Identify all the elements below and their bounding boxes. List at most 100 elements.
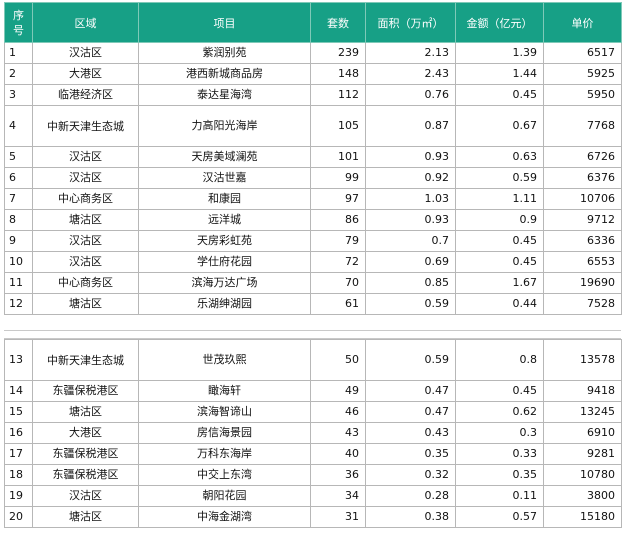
row-amount-cell: 0.3 — [455, 422, 544, 444]
table-row: 1 汉沽区 紫润别苑 239 2.13 1.39 6517 — [4, 42, 622, 64]
row-seq-cell: 18 — [4, 464, 33, 486]
row-district-cell: 汉沽区 — [32, 230, 139, 252]
row-price-cell: 6336 — [543, 230, 622, 252]
row-area-cell: 0.32 — [365, 464, 456, 486]
row-area-cell: 1.03 — [365, 188, 456, 210]
row-district-cell: 中心商务区 — [32, 272, 139, 294]
row-area-cell: 0.47 — [365, 401, 456, 423]
row-price-cell: 15180 — [543, 506, 622, 528]
row-project-cell: 学仕府花园 — [138, 251, 311, 273]
table-row: 6 汉沽区 汉沽世嘉 99 0.92 0.59 6376 — [4, 167, 622, 189]
row-amount-cell: 0.33 — [455, 443, 544, 465]
row-area-cell: 0.47 — [365, 380, 456, 402]
row-count-cell: 36 — [310, 464, 366, 486]
row-area-cell: 0.93 — [365, 209, 456, 231]
row-seq-cell: 6 — [4, 167, 33, 189]
row-project-cell: 和康园 — [138, 188, 311, 210]
table-row: 7 中心商务区 和康园 97 1.03 1.11 10706 — [4, 188, 622, 210]
table-row: 5 汉沽区 天房美域澜苑 101 0.93 0.63 6726 — [4, 146, 622, 168]
header-count: 套数 — [310, 2, 366, 43]
row-amount-cell: 0.45 — [455, 84, 544, 106]
row-seq-cell: 15 — [4, 401, 33, 423]
row-count-cell: 46 — [310, 401, 366, 423]
table-row: 15 塘沽区 滨海智谛山 46 0.47 0.62 13245 — [4, 401, 622, 423]
row-project-cell: 天房美域澜苑 — [138, 146, 311, 168]
row-seq-cell: 19 — [4, 485, 33, 507]
row-amount-cell: 0.45 — [455, 230, 544, 252]
row-project-cell: 力高阳光海岸 — [138, 105, 311, 147]
row-amount-cell: 0.45 — [455, 251, 544, 273]
row-amount-cell: 0.59 — [455, 167, 544, 189]
row-price-cell: 6376 — [543, 167, 622, 189]
row-amount-cell: 1.11 — [455, 188, 544, 210]
row-area-cell: 0.43 — [365, 422, 456, 444]
row-area-cell: 2.13 — [365, 42, 456, 64]
row-seq-cell: 10 — [4, 251, 33, 273]
row-count-cell: 72 — [310, 251, 366, 273]
row-count-cell: 34 — [310, 485, 366, 507]
row-district-cell: 东疆保税港区 — [32, 464, 139, 486]
row-amount-cell: 0.45 — [455, 380, 544, 402]
row-price-cell: 10780 — [543, 464, 622, 486]
row-amount-cell: 0.62 — [455, 401, 544, 423]
table-row: 14 东疆保税港区 瞰海轩 49 0.47 0.45 9418 — [4, 380, 622, 402]
row-count-cell: 40 — [310, 443, 366, 465]
row-price-cell: 6553 — [543, 251, 622, 273]
row-seq-cell: 9 — [4, 230, 33, 252]
row-project-cell: 泰达星海湾 — [138, 84, 311, 106]
row-area-cell: 2.43 — [365, 63, 456, 85]
row-seq-cell: 5 — [4, 146, 33, 168]
row-price-cell: 7768 — [543, 105, 622, 147]
table-row: 13 中新天津生态城 世茂玖熙 50 0.59 0.8 13578 — [4, 339, 622, 381]
row-district-cell: 塘沽区 — [32, 209, 139, 231]
row-seq-cell: 16 — [4, 422, 33, 444]
row-project-cell: 远洋城 — [138, 209, 311, 231]
row-price-cell: 6910 — [543, 422, 622, 444]
row-count-cell: 31 — [310, 506, 366, 528]
row-district-cell: 东疆保税港区 — [32, 380, 139, 402]
row-area-cell: 0.76 — [365, 84, 456, 106]
split-line-top — [4, 330, 621, 331]
row-project-cell: 滨海万达广场 — [138, 272, 311, 294]
row-area-cell: 0.59 — [365, 293, 456, 315]
table-row: 9 汉沽区 天房彩虹苑 79 0.7 0.45 6336 — [4, 230, 622, 252]
sales-ranking-table-bottom: 13 中新天津生态城 世茂玖熙 50 0.59 0.8 13578 14 东疆保税港区 瞰海轩 49… — [4, 339, 622, 528]
table-row: 18 东疆保税港区 中交上东湾 36 0.32 0.35 10780 — [4, 464, 622, 486]
row-seq-cell: 12 — [4, 293, 33, 315]
row-district-cell: 汉沽区 — [32, 146, 139, 168]
row-area-cell: 0.69 — [365, 251, 456, 273]
row-seq-cell: 17 — [4, 443, 33, 465]
row-price-cell: 9418 — [543, 380, 622, 402]
sales-ranking-table-top: 序号 区域 项目 套数 面积（万㎡） 金额（亿元） 单价 1 汉沽区 紫润别苑 239… — [4, 2, 622, 315]
row-area-cell: 0.38 — [365, 506, 456, 528]
row-seq-cell: 4 — [4, 105, 33, 147]
split-line-bottom — [4, 338, 621, 339]
row-seq-cell: 11 — [4, 272, 33, 294]
row-project-cell: 瞰海轩 — [138, 380, 311, 402]
row-count-cell: 49 — [310, 380, 366, 402]
row-count-cell: 239 — [310, 42, 366, 64]
row-project-cell: 港西新城商品房 — [138, 63, 311, 85]
row-count-cell: 148 — [310, 63, 366, 85]
header-row: 序号 区域 项目 套数 面积（万㎡） 金额（亿元） 单价 — [4, 2, 622, 43]
row-count-cell: 43 — [310, 422, 366, 444]
table-row: 17 东疆保税港区 万科东海岸 40 0.35 0.33 9281 — [4, 443, 622, 465]
row-price-cell: 10706 — [543, 188, 622, 210]
row-count-cell: 112 — [310, 84, 366, 106]
row-district-cell: 东疆保税港区 — [32, 443, 139, 465]
row-seq-cell: 2 — [4, 63, 33, 85]
row-district-cell: 中新天津生态城 — [32, 339, 139, 381]
table-row: 3 临港经济区 泰达星海湾 112 0.76 0.45 5950 — [4, 84, 622, 106]
row-price-cell: 6517 — [543, 42, 622, 64]
table-row: 11 中心商务区 滨海万达广场 70 0.85 1.67 19690 — [4, 272, 622, 294]
row-count-cell: 86 — [310, 209, 366, 231]
row-project-cell: 乐湖绅湖园 — [138, 293, 311, 315]
table-row: 19 汉沽区 朝阳花园 34 0.28 0.11 3800 — [4, 485, 622, 507]
row-project-cell: 万科东海岸 — [138, 443, 311, 465]
row-district-cell: 塘沽区 — [32, 293, 139, 315]
row-seq-cell: 20 — [4, 506, 33, 528]
row-count-cell: 50 — [310, 339, 366, 381]
row-price-cell: 6726 — [543, 146, 622, 168]
row-area-cell: 0.28 — [365, 485, 456, 507]
row-amount-cell: 0.11 — [455, 485, 544, 507]
